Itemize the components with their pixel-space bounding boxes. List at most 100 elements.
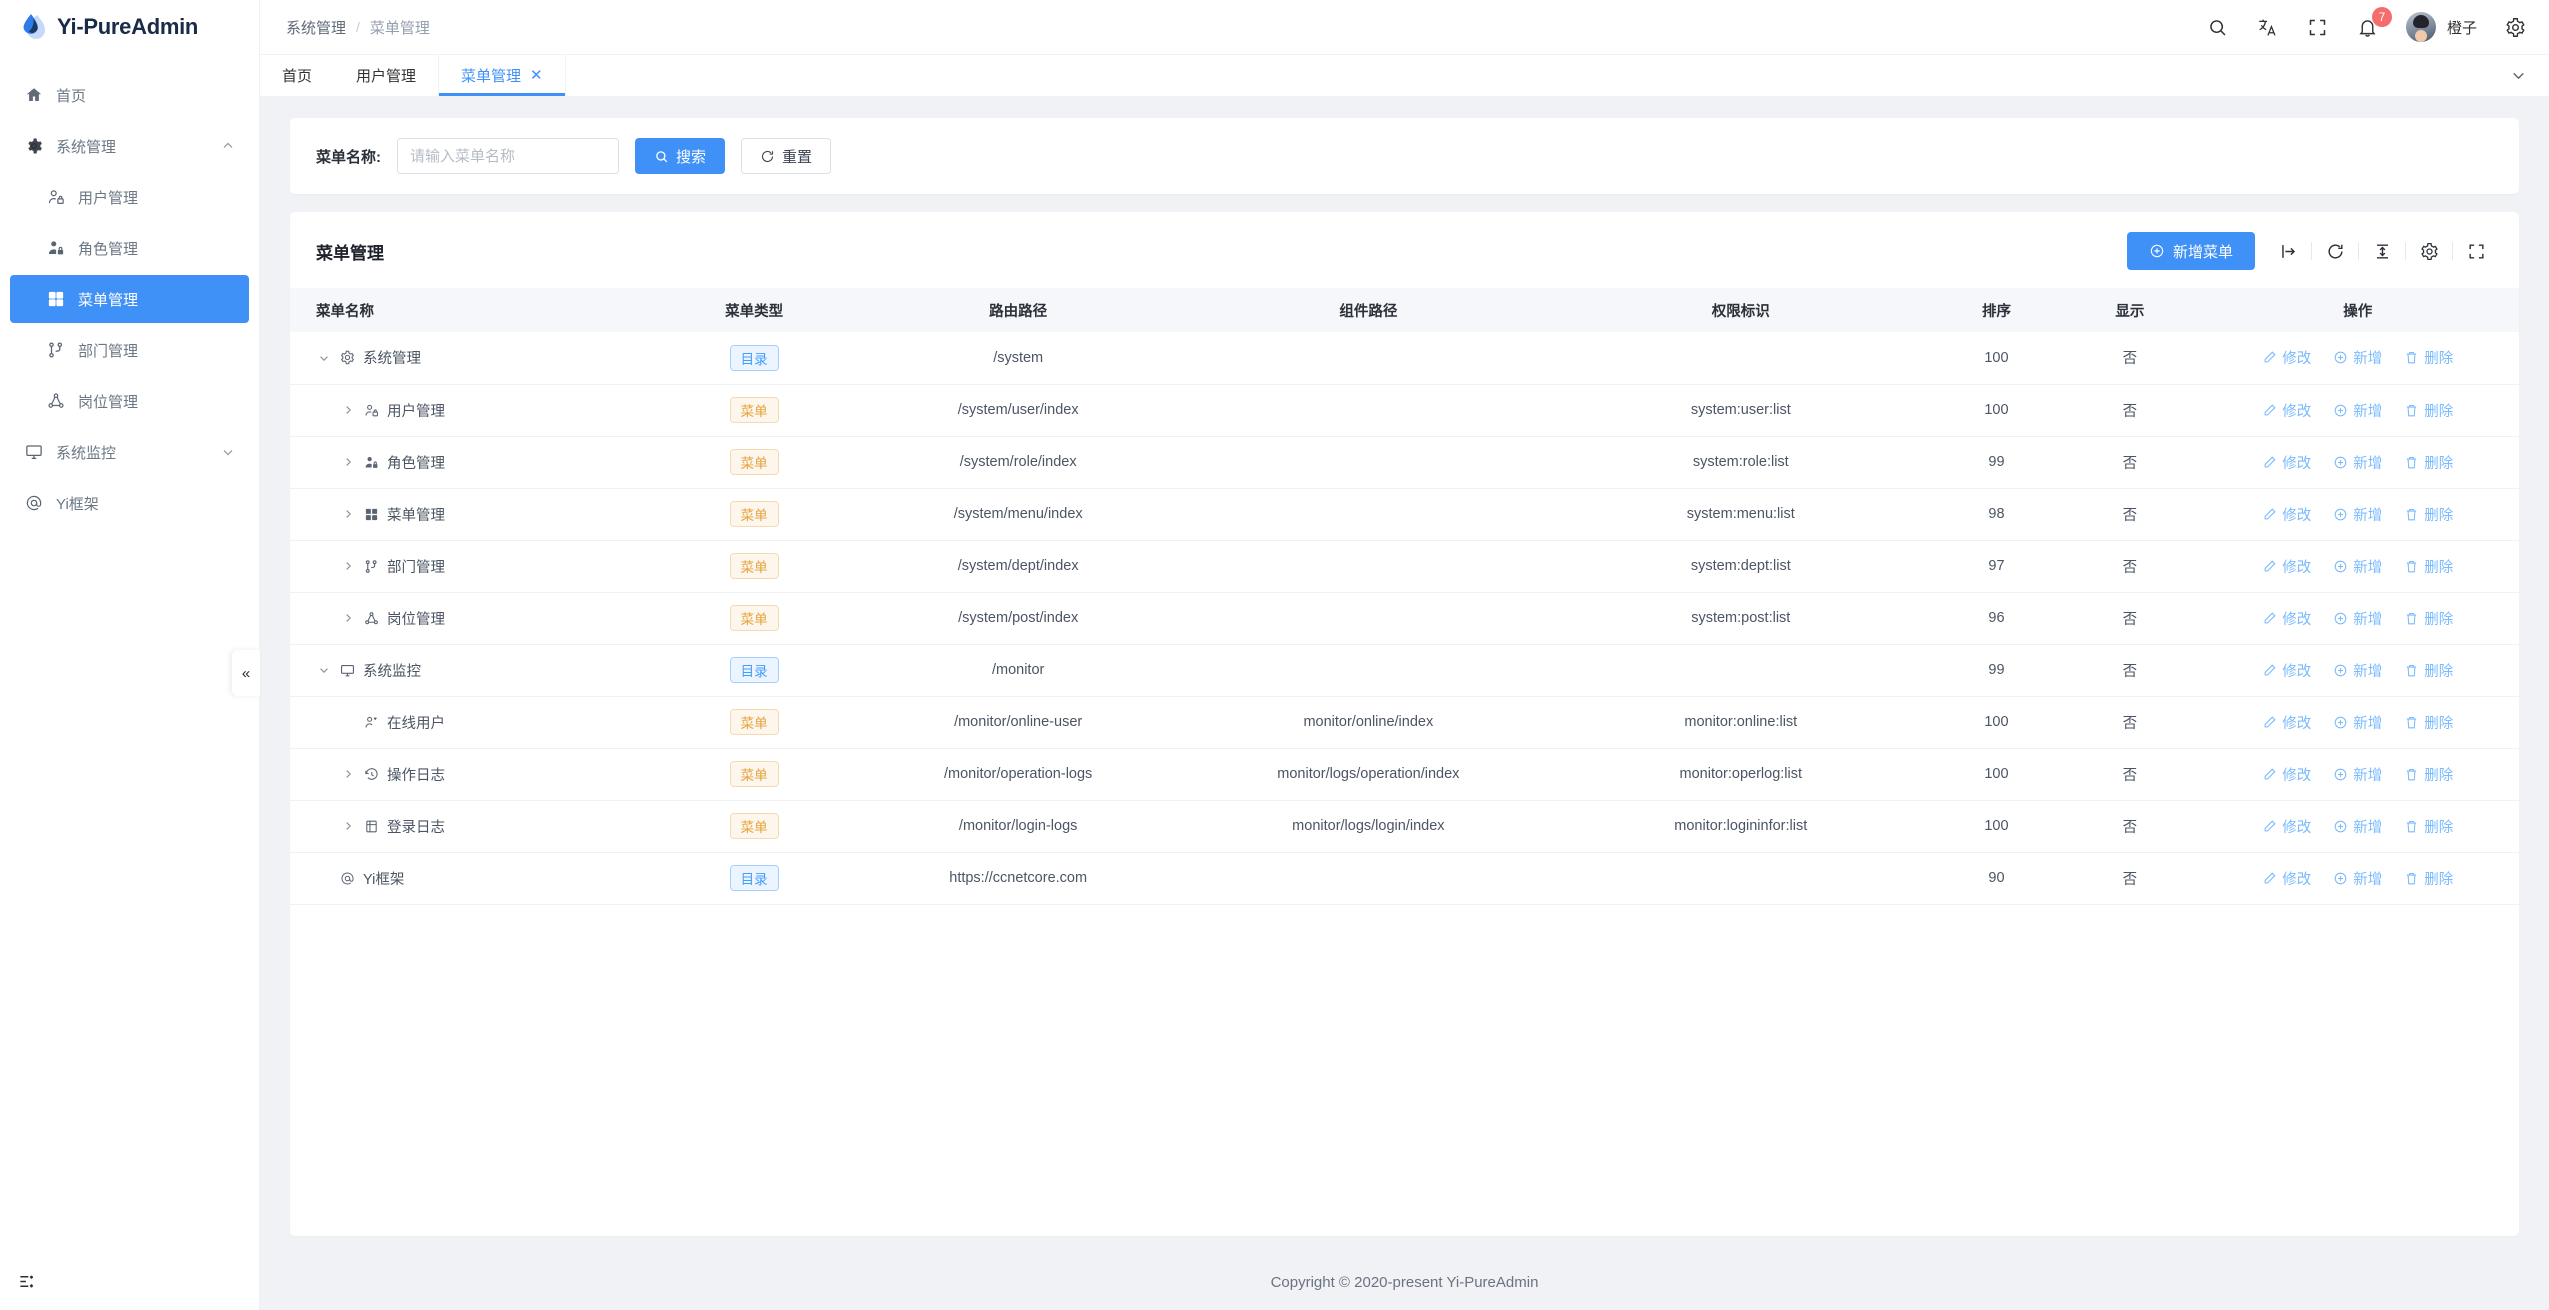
table-row[interactable]: Yi框架 目录 https://ccnetcore.com 90 否 修改 新增 删除	[290, 852, 2519, 905]
action-delete-button[interactable]: 删除	[2404, 608, 2453, 629]
expand-toggle-icon[interactable]	[316, 662, 332, 678]
action-delete-button[interactable]: 删除	[2404, 816, 2453, 837]
action-edit-button[interactable]: 修改	[2262, 712, 2311, 733]
tab-menu-management[interactable]: 菜单管理 ✕	[438, 55, 566, 96]
action-edit-button[interactable]: 修改	[2262, 556, 2311, 577]
reset-button[interactable]: 重置	[741, 138, 832, 174]
action-delete-button[interactable]: 删除	[2404, 764, 2453, 785]
action-edit-button[interactable]: 修改	[2262, 816, 2311, 837]
action-delete-button[interactable]: 删除	[2404, 660, 2453, 681]
table-row[interactable]: 用户管理 菜单/system/user/index system:user:list…	[290, 384, 2519, 437]
tabbar-more-button[interactable]	[2510, 55, 2549, 96]
table-row[interactable]: 在线用户 菜单/monitor/online-user monitor/online…	[290, 696, 2519, 749]
expand-toggle-icon[interactable]	[340, 610, 356, 626]
action-delete-button[interactable]: 删除	[2404, 504, 2453, 525]
table-row[interactable]: 菜单管理 菜单/system/menu/index system:menu:list…	[290, 488, 2519, 541]
close-icon[interactable]: ✕	[530, 67, 543, 84]
density-icon[interactable]	[2365, 234, 2399, 268]
action-edit-button[interactable]: 修改	[2262, 504, 2311, 525]
column-settings-icon[interactable]	[2412, 234, 2446, 268]
type-tag: 菜单	[729, 553, 779, 579]
bell-icon[interactable]: 7	[2356, 7, 2392, 39]
expand-toggle-icon[interactable]	[340, 766, 356, 782]
action-delete-button[interactable]: 删除	[2404, 400, 2453, 421]
tab-home[interactable]: 首页	[260, 55, 334, 96]
sidebar-item-system[interactable]: 系统管理	[10, 122, 249, 170]
action-edit-button[interactable]: 修改	[2262, 608, 2311, 629]
action-edit-button[interactable]: 修改	[2262, 764, 2311, 785]
expand-toggle-icon[interactable]	[316, 350, 332, 366]
sidebar-item-user-management[interactable]: 用户管理	[10, 173, 249, 221]
action-add-button[interactable]: 新增	[2333, 660, 2382, 681]
action-edit-button[interactable]: 修改	[2262, 400, 2311, 421]
add-menu-button[interactable]: 新增菜单	[2126, 232, 2255, 270]
action-delete-button[interactable]: 删除	[2404, 556, 2453, 577]
cell-name: 操作日志	[290, 748, 657, 801]
action-add-button[interactable]: 新增	[2333, 347, 2382, 368]
action-add-button[interactable]: 新增	[2333, 400, 2382, 421]
cell-permission: monitor:online:list	[1551, 696, 1930, 749]
cell-route: /monitor/operation-logs	[851, 748, 1185, 801]
sidebar-item-yi-framework[interactable]: Yi框架	[10, 479, 249, 527]
expand-toggle-icon[interactable]	[340, 506, 356, 522]
settings-gear-icon[interactable]	[2503, 15, 2527, 39]
sidebar-item-label: Yi框架	[56, 495, 99, 513]
breadcrumb: 系统管理 / 菜单管理	[286, 17, 430, 38]
table-row[interactable]: 系统管理 目录/system 100 否 修改 新增 删除	[290, 332, 2519, 385]
cell-sort: 99	[1929, 436, 2064, 489]
action-add-button[interactable]: 新增	[2333, 712, 2382, 733]
action-edit-button[interactable]: 修改	[2262, 347, 2311, 368]
action-edit-button[interactable]: 修改	[2262, 452, 2311, 473]
sidebar-item-home[interactable]: 首页	[10, 71, 249, 119]
action-add-button[interactable]: 新增	[2333, 504, 2382, 525]
online-user-icon	[363, 714, 380, 731]
user-menu[interactable]: 橙子	[2405, 12, 2477, 42]
action-delete-button[interactable]: 删除	[2404, 452, 2453, 473]
translate-icon[interactable]	[2256, 15, 2280, 39]
sidebar-item-menu-management[interactable]: 菜单管理	[10, 275, 249, 323]
action-delete-button[interactable]: 删除	[2404, 868, 2453, 889]
expand-tree-icon[interactable]	[2271, 234, 2305, 268]
sidebar-item-post-management[interactable]: 岗位管理	[10, 377, 249, 425]
action-add-button[interactable]: 新增	[2333, 556, 2382, 577]
table-row[interactable]: 操作日志 菜单/monitor/operation-logs monitor/log…	[290, 748, 2519, 801]
action-delete-button[interactable]: 删除	[2404, 347, 2453, 368]
sidebar-item-monitor[interactable]: 系统监控	[10, 428, 249, 476]
fullscreen-icon[interactable]	[2306, 15, 2330, 39]
breadcrumb-item-0[interactable]: 系统管理	[286, 19, 347, 37]
search-input[interactable]	[397, 138, 619, 174]
table-row[interactable]: 角色管理 菜单/system/role/index system:role:list…	[290, 436, 2519, 489]
search-icon[interactable]	[2206, 15, 2230, 39]
sidebar-item-dept-management[interactable]: 部门管理	[10, 326, 249, 374]
plus-circle-icon	[2333, 455, 2348, 470]
fullscreen-icon[interactable]	[2459, 234, 2493, 268]
expand-toggle-icon[interactable]	[340, 402, 356, 418]
action-delete-button[interactable]: 删除	[2404, 712, 2453, 733]
sidebar-collapse-button[interactable]: «	[232, 650, 260, 696]
sidebar-item-role-management[interactable]: 角色管理	[10, 224, 249, 272]
logo-row[interactable]: Yi-PureAdmin	[0, 0, 259, 54]
tab-user-management[interactable]: 用户管理	[334, 55, 438, 96]
search-button[interactable]: 搜索	[635, 138, 726, 174]
action-edit-button[interactable]: 修改	[2262, 868, 2311, 889]
expand-toggle-icon[interactable]	[340, 454, 356, 470]
action-add-button[interactable]: 新增	[2333, 452, 2382, 473]
edit-icon	[2262, 455, 2277, 470]
list-settings-icon[interactable]	[18, 1272, 37, 1296]
cell-component: monitor/logs/operation/index	[1184, 748, 1552, 801]
action-edit-button[interactable]: 修改	[2262, 660, 2311, 681]
table-row[interactable]: 部门管理 菜单/system/dept/index system:dept:list…	[290, 540, 2519, 593]
table-row[interactable]: 登录日志 菜单/monitor/login-logs monitor/logs/lo…	[290, 800, 2519, 853]
action-add-button[interactable]: 新增	[2333, 608, 2382, 629]
action-label: 修改	[2282, 403, 2312, 420]
table-row[interactable]: 岗位管理 菜单/system/post/index system:post:list…	[290, 592, 2519, 645]
table-row[interactable]: 系统监控 目录/monitor 99 否 修改 新增 删除	[290, 644, 2519, 697]
breadcrumb-item-1[interactable]: 菜单管理	[369, 19, 430, 37]
expand-toggle-icon[interactable]	[340, 818, 356, 834]
sidebar-item-label: 系统管理	[56, 138, 117, 156]
action-add-button[interactable]: 新增	[2333, 868, 2382, 889]
refresh-icon[interactable]	[2318, 234, 2352, 268]
action-add-button[interactable]: 新增	[2333, 816, 2382, 837]
action-add-button[interactable]: 新增	[2333, 764, 2382, 785]
expand-toggle-icon[interactable]	[340, 558, 356, 574]
